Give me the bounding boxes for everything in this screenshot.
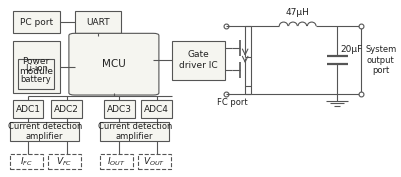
FancyBboxPatch shape bbox=[75, 11, 122, 33]
Text: System
output
port: System output port bbox=[365, 45, 397, 75]
FancyBboxPatch shape bbox=[13, 41, 59, 93]
Text: $I_{FC}$: $I_{FC}$ bbox=[20, 155, 33, 168]
FancyBboxPatch shape bbox=[18, 59, 54, 88]
Text: ADC1: ADC1 bbox=[16, 105, 41, 114]
Text: 20μF: 20μF bbox=[340, 45, 362, 54]
Text: $V_{FC}$: $V_{FC}$ bbox=[56, 155, 72, 168]
Text: MCU: MCU bbox=[102, 59, 126, 69]
Text: Current detection
amplifier: Current detection amplifier bbox=[8, 122, 82, 141]
FancyBboxPatch shape bbox=[10, 154, 43, 169]
Text: Power
module: Power module bbox=[19, 57, 53, 76]
FancyBboxPatch shape bbox=[100, 122, 169, 141]
FancyBboxPatch shape bbox=[51, 100, 82, 118]
Text: PC port: PC port bbox=[20, 18, 53, 27]
Text: $I_{OUT}$: $I_{OUT}$ bbox=[107, 155, 126, 168]
Text: Li-ion
battery: Li-ion battery bbox=[21, 64, 51, 84]
FancyBboxPatch shape bbox=[172, 41, 225, 80]
FancyBboxPatch shape bbox=[69, 33, 159, 95]
Text: ADC3: ADC3 bbox=[107, 105, 132, 114]
FancyBboxPatch shape bbox=[13, 11, 59, 33]
FancyBboxPatch shape bbox=[10, 122, 79, 141]
FancyBboxPatch shape bbox=[138, 154, 170, 169]
Text: FC port: FC port bbox=[217, 98, 247, 107]
Text: 47μH: 47μH bbox=[286, 8, 310, 17]
FancyBboxPatch shape bbox=[104, 100, 134, 118]
Text: ADC2: ADC2 bbox=[54, 105, 79, 114]
Text: Gate
driver IC: Gate driver IC bbox=[179, 50, 218, 70]
Text: $V_{OUT}$: $V_{OUT}$ bbox=[143, 155, 165, 168]
FancyBboxPatch shape bbox=[141, 100, 172, 118]
Text: ADC4: ADC4 bbox=[144, 105, 169, 114]
Text: UART: UART bbox=[86, 18, 110, 27]
FancyBboxPatch shape bbox=[48, 154, 81, 169]
Text: Current detection
amplifier: Current detection amplifier bbox=[97, 122, 172, 141]
FancyBboxPatch shape bbox=[13, 100, 43, 118]
FancyBboxPatch shape bbox=[100, 154, 133, 169]
